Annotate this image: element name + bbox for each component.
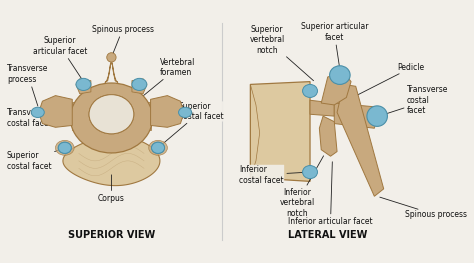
Ellipse shape [55, 140, 74, 155]
Polygon shape [105, 58, 118, 83]
Text: Pedicle: Pedicle [337, 63, 425, 105]
Ellipse shape [132, 78, 147, 90]
Text: Transverse
costal facet: Transverse costal facet [7, 108, 52, 128]
Text: Superior
vertebral
notch: Superior vertebral notch [249, 25, 313, 81]
Ellipse shape [58, 142, 71, 153]
Text: Inferior articular facet: Inferior articular facet [288, 162, 373, 226]
Ellipse shape [89, 95, 134, 134]
Polygon shape [334, 103, 377, 128]
Ellipse shape [31, 107, 44, 118]
Text: Inferior
vertebral
notch: Inferior vertebral notch [279, 156, 324, 218]
Polygon shape [321, 72, 351, 105]
Ellipse shape [149, 140, 167, 155]
Polygon shape [319, 116, 337, 156]
Text: Spinous process: Spinous process [91, 25, 154, 55]
Ellipse shape [152, 142, 164, 153]
Polygon shape [250, 82, 310, 181]
Text: Inferior
costal facet: Inferior costal facet [239, 165, 307, 185]
Polygon shape [151, 96, 184, 127]
Ellipse shape [302, 165, 318, 179]
Polygon shape [72, 102, 95, 130]
Ellipse shape [71, 83, 153, 153]
Text: Transverse
costal
facet: Transverse costal facet [382, 85, 448, 115]
Text: Superior articular
facet: Superior articular facet [301, 23, 368, 67]
Text: SUPERIOR VIEW: SUPERIOR VIEW [68, 230, 155, 240]
Ellipse shape [58, 142, 71, 153]
Ellipse shape [367, 106, 387, 127]
Polygon shape [128, 102, 151, 130]
Ellipse shape [89, 95, 134, 134]
Ellipse shape [76, 78, 91, 90]
Polygon shape [63, 136, 160, 186]
Ellipse shape [152, 142, 164, 153]
Polygon shape [132, 79, 147, 94]
Polygon shape [39, 96, 72, 127]
Polygon shape [76, 79, 91, 94]
Polygon shape [337, 84, 383, 196]
Text: Superior
costal facet: Superior costal facet [160, 102, 223, 146]
Text: Spinous process: Spinous process [380, 197, 467, 219]
Text: Superior
articular facet: Superior articular facet [33, 37, 87, 82]
Ellipse shape [329, 66, 350, 84]
Text: Corpus: Corpus [98, 175, 125, 203]
Text: LATERAL VIEW: LATERAL VIEW [288, 230, 367, 240]
Text: Transverse
process: Transverse process [7, 64, 48, 106]
Polygon shape [310, 100, 334, 116]
Ellipse shape [302, 84, 318, 98]
Text: Superior
costal facet: Superior costal facet [7, 149, 62, 171]
Ellipse shape [107, 53, 116, 62]
Text: Vertebral
foramen: Vertebral foramen [123, 58, 195, 113]
Ellipse shape [179, 107, 191, 118]
